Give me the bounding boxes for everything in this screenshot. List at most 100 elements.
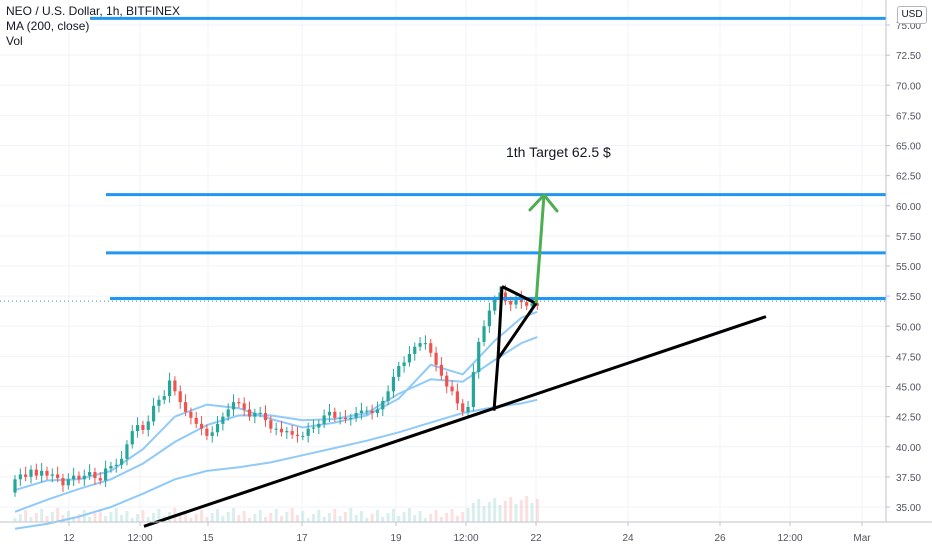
volume-bar bbox=[535, 499, 539, 522]
candle bbox=[167, 372, 172, 403]
candle bbox=[199, 416, 204, 436]
volume-bar bbox=[359, 511, 363, 522]
volume-bar bbox=[114, 508, 118, 522]
candle-body bbox=[258, 413, 262, 415]
volume-bar bbox=[349, 508, 353, 522]
candle-body bbox=[226, 409, 230, 417]
candle-body bbox=[82, 475, 86, 480]
volume-bar bbox=[152, 513, 156, 522]
volume-bar bbox=[295, 515, 299, 522]
candle-body bbox=[237, 402, 241, 404]
volume-bar bbox=[141, 510, 145, 522]
volume-bar bbox=[178, 515, 182, 522]
candle-body bbox=[194, 417, 198, 424]
candle-body bbox=[311, 427, 316, 429]
candle bbox=[359, 402, 364, 420]
candle-body bbox=[322, 415, 326, 424]
currency-selector[interactable]: USD bbox=[897, 6, 927, 24]
volume-bar bbox=[29, 517, 33, 522]
candle bbox=[29, 465, 33, 484]
horizontal-levels[interactable]: 52.3056.0960.9251.7552:01 bbox=[0, 16, 927, 332]
candle-body bbox=[365, 410, 369, 412]
candle-body bbox=[104, 468, 108, 481]
candle-body bbox=[503, 292, 507, 301]
candle-body bbox=[450, 386, 454, 392]
candle bbox=[231, 394, 236, 417]
candle-body bbox=[455, 391, 459, 404]
volume-bar bbox=[503, 501, 507, 522]
pennant-triangle bbox=[496, 285, 538, 360]
candle-body bbox=[98, 478, 102, 481]
candle-body bbox=[359, 410, 364, 414]
volume-bar bbox=[525, 496, 529, 522]
volume-bar bbox=[317, 510, 321, 522]
candle bbox=[237, 397, 241, 408]
volume-bar bbox=[120, 515, 124, 522]
candle bbox=[397, 361, 401, 382]
candle-body bbox=[151, 405, 156, 422]
volume-bar bbox=[274, 509, 278, 522]
symbol-title[interactable]: NEO / U.S. Dollar, 1h, BITFINEX bbox=[6, 4, 181, 18]
candle bbox=[77, 471, 81, 484]
volume-bar bbox=[184, 511, 188, 522]
volume-bar bbox=[306, 518, 310, 522]
candle-body bbox=[269, 420, 273, 429]
volume-bar bbox=[258, 510, 262, 522]
candle bbox=[317, 419, 321, 435]
candle bbox=[311, 419, 316, 433]
candle bbox=[322, 409, 326, 429]
candle-body bbox=[183, 402, 188, 412]
price-tick-label: 65.00 bbox=[896, 142, 921, 153]
candle bbox=[455, 383, 459, 410]
price-tick-label: 42.50 bbox=[896, 413, 921, 424]
candle-body bbox=[434, 352, 438, 365]
chart-legend: NEO / U.S. Dollar, 1h, BITFINEX MA (200,… bbox=[6, 4, 180, 49]
candle-body bbox=[199, 423, 204, 429]
candle-body bbox=[423, 343, 428, 345]
volume-bar bbox=[343, 512, 347, 522]
candle bbox=[263, 405, 268, 427]
volume-bar bbox=[269, 513, 273, 522]
volume-bar bbox=[354, 515, 358, 522]
candle bbox=[56, 466, 60, 483]
ma-indicator-label[interactable]: MA (200, close) bbox=[6, 19, 90, 33]
candle bbox=[279, 420, 284, 437]
volume-bar bbox=[333, 509, 337, 522]
candle-body bbox=[349, 417, 353, 420]
volume-bar bbox=[242, 511, 246, 522]
volume-bar bbox=[487, 502, 491, 522]
volume-bar bbox=[429, 514, 433, 522]
candle-body bbox=[407, 353, 412, 363]
target-annotation[interactable]: 1th Target 62.5 $ bbox=[506, 144, 611, 160]
candle bbox=[295, 426, 300, 443]
candle-body bbox=[231, 402, 236, 410]
candle-body bbox=[253, 413, 257, 417]
candle bbox=[269, 416, 273, 433]
candle-body bbox=[477, 341, 481, 373]
volume-indicator-label[interactable]: Vol bbox=[6, 34, 23, 48]
price-tick-label: 67.50 bbox=[896, 111, 921, 122]
price-tick-label: 35.00 bbox=[896, 503, 921, 514]
candle bbox=[98, 472, 102, 485]
candle bbox=[125, 440, 129, 466]
candle-body bbox=[439, 364, 443, 376]
volume-bar bbox=[104, 516, 108, 522]
volume-bar bbox=[514, 504, 518, 522]
volume-bar bbox=[61, 515, 65, 522]
candle-body bbox=[88, 472, 92, 476]
volume-bar bbox=[210, 513, 214, 522]
candle-body bbox=[167, 380, 172, 397]
candle-body bbox=[306, 428, 310, 436]
candle bbox=[88, 464, 92, 480]
volume-bar bbox=[125, 511, 129, 522]
candle-body bbox=[333, 411, 337, 418]
candle-body bbox=[471, 372, 475, 407]
volume-bar bbox=[322, 517, 326, 522]
candle-body bbox=[130, 431, 134, 445]
drawings[interactable] bbox=[143, 193, 767, 528]
candle bbox=[226, 403, 230, 421]
volume-bar bbox=[264, 517, 268, 522]
time-tick-label: 24 bbox=[622, 533, 634, 544]
